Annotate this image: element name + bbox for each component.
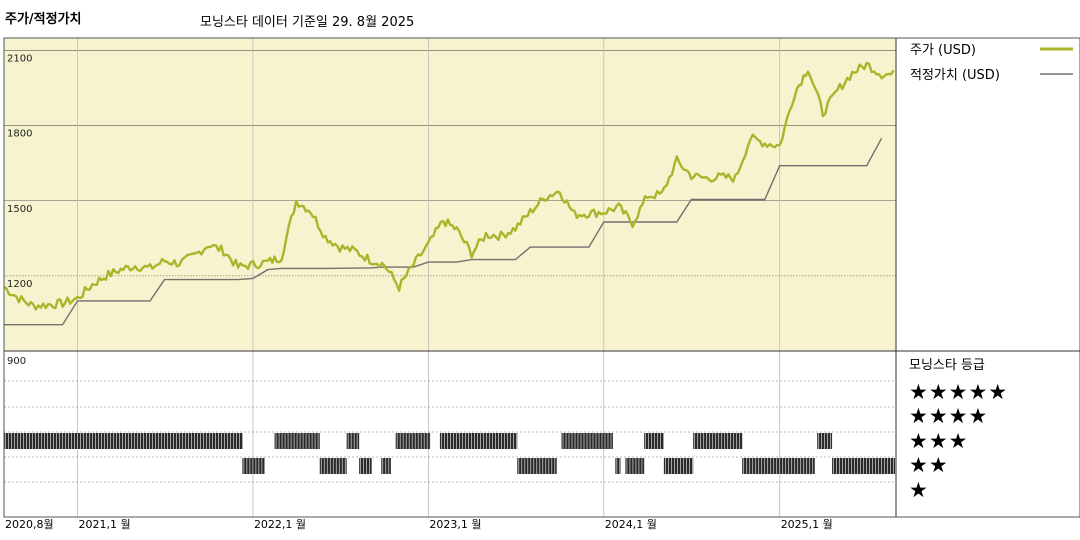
rating-period-bar [615, 458, 621, 474]
rating-period [4, 433, 243, 449]
chart-outer-frame [3, 37, 1080, 518]
rating-period [693, 433, 743, 449]
fair-value-line [4, 137, 883, 326]
rating-period [274, 433, 320, 449]
rating-legend: 모닝스타 등급 ★★★★★ ★★★★ ★★★ ★★ ★ [909, 358, 1008, 502]
rating-period [381, 458, 391, 474]
x-tick-label: 2020,8월 [5, 518, 54, 531]
price-series [3, 61, 895, 311]
rating-period [817, 433, 833, 449]
rating-period-bar [742, 458, 815, 474]
x-tick-label: 2025,1 월 [781, 518, 833, 531]
rating-period [832, 458, 896, 474]
fair-value-series [4, 137, 883, 326]
rating-period [242, 458, 265, 474]
rating-period-bar [625, 458, 645, 474]
y-tick-label: 1500 [7, 204, 32, 215]
x-tick-label: 2021,1 월 [79, 518, 131, 531]
rating-period-bar [644, 433, 664, 449]
y-tick-label: 900 [7, 356, 26, 367]
rating-5-stars: ★★★★★ [909, 380, 1008, 404]
rating-period [615, 458, 621, 474]
rating-period [663, 458, 694, 474]
rating-panel-title: 모닝스타 등급 [909, 358, 985, 373]
price-panel-background [4, 38, 896, 351]
y-axis-tick-labels: 2100 1800 1500 1200 900 [7, 54, 32, 367]
rating-period [395, 433, 431, 449]
rating-period [319, 458, 347, 474]
y-tick-label: 1800 [7, 129, 32, 140]
rating-2-stars: ★★ [909, 453, 949, 477]
rating-period [644, 433, 665, 449]
rating-period [346, 433, 360, 449]
y-tick-label: 2100 [7, 54, 32, 65]
rating-period-bar [693, 433, 743, 449]
rating-period [561, 433, 613, 449]
legend-panel-background [896, 38, 1080, 351]
rating-period-bar [359, 458, 372, 474]
rating-3-stars: ★★★ [909, 429, 968, 453]
rating-period [439, 433, 518, 449]
rating-period-bar [395, 433, 431, 449]
rating-history [4, 433, 896, 474]
rating-4-stars: ★★★★ [909, 404, 988, 428]
x-tick-label: 2022,1 월 [254, 518, 306, 531]
price-line [3, 61, 895, 311]
y-tick-label: 1200 [7, 279, 32, 290]
rating-period-bar [346, 433, 360, 449]
legend-price-label: 주가 (USD) [910, 43, 976, 58]
rating-period-bar [242, 458, 265, 474]
x-axis-tick-labels: 2020,8월 2021,1 월 2022,1 월 2023,1 월 2024,1 월 2… [5, 518, 833, 531]
grid-lines [4, 38, 896, 517]
chart-subtitle: 모닝스타 데이터 기준일 29. 8월 2025 [200, 15, 414, 30]
rating-period [359, 458, 372, 474]
rating-period-bar [439, 433, 518, 449]
chart-title: 주가/적정가치 [5, 11, 82, 27]
legend-fair-label: 적정가치 (USD) [910, 68, 1000, 83]
rating-period [742, 458, 815, 474]
rating-period [517, 458, 557, 474]
rating-period [625, 458, 645, 474]
x-tick-label: 2023,1 월 [429, 518, 481, 531]
x-tick-label: 2024,1 월 [605, 518, 657, 531]
legend: 주가 (USD) 적정가치 (USD) [910, 43, 1073, 83]
rating-1-star: ★ [909, 478, 929, 502]
